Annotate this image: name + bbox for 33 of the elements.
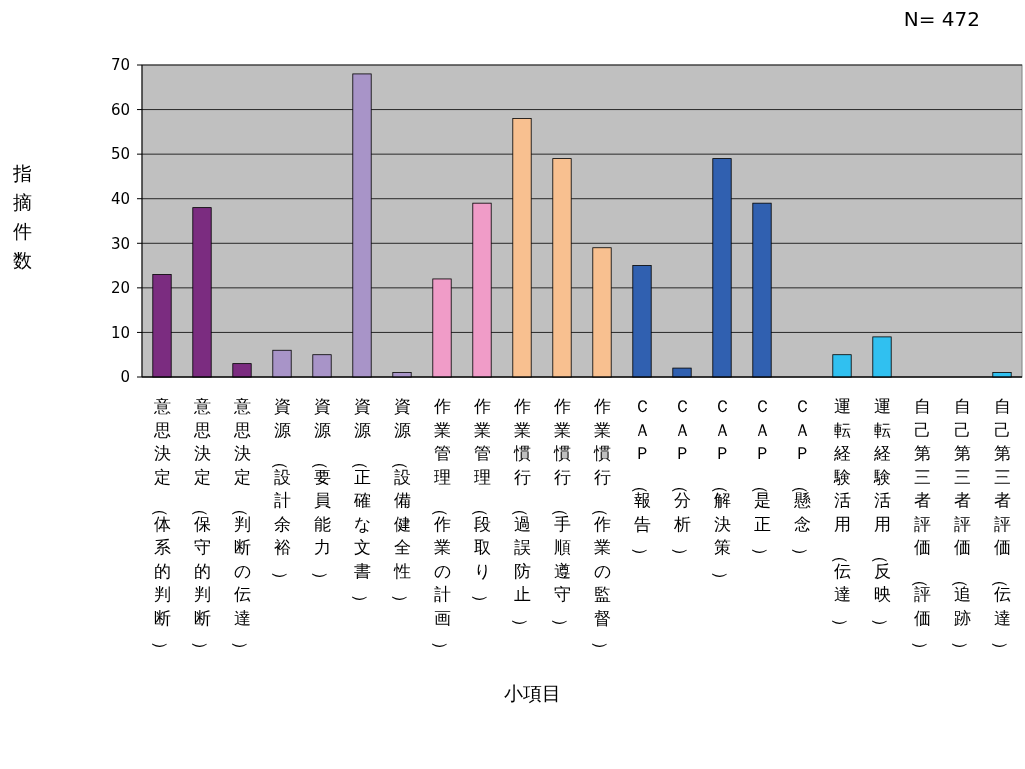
x-tick-label: ＣＡＰ（報告） [630,396,651,565]
y-tick-label: 60 [110,100,130,119]
category-label: 意思決定（判断の伝達） [230,396,251,659]
x-axis-title: 小項目 [503,682,561,704]
x-tick-label: ＣＡＰ（是正） [750,396,771,565]
category-label: 作業管理（段取り） [470,396,491,612]
y-tick-label: 50 [110,145,130,164]
y-tick-label: 20 [110,279,130,298]
category-label: 自己第三者評価（追跡） [950,396,971,659]
x-tick-label: 資源（要員能力） [310,396,331,588]
x-tick-label: ＣＡＰ（分析） [670,396,691,565]
y-tick-label: 70 [110,56,130,75]
category-label: 意思決定（体系的判断） [150,396,171,659]
category-label: 資源（設備健全性） [390,396,411,612]
category-label: 運転経験活用（反映） [870,396,891,635]
category-label: 自己第三者評価（伝達） [990,396,1011,659]
category-label: 意思決定（保守的判断） [190,396,211,659]
y-tick-label: 40 [110,189,130,208]
text: N= 472 [903,7,980,31]
category-label: 作業慣行（手順遵守） [550,396,571,635]
category-label: 作業慣行（過誤防止） [510,396,531,635]
y-tick-label: 0 [120,368,130,387]
category-label: 資源（正確な文書） [350,396,371,612]
y-axis-title: 指摘件数 [11,162,32,271]
x-tick-label: ＣＡＰ（解決策） [710,396,731,588]
y-tick-label: 30 [110,234,130,253]
category-label: 自己第三者評価（評価） [910,396,931,659]
x-tick-label: ＣＡＰ（懸念） [790,396,811,565]
x-tick-label: 資源（設計余裕） [270,396,291,588]
y-tick-label: 10 [110,323,130,342]
category-label: 運転経験活用（伝達） [830,396,851,635]
category-label: 作業慣行（作業の監督） [590,396,611,659]
category-label: 作業管理（作業の計画） [430,396,451,659]
